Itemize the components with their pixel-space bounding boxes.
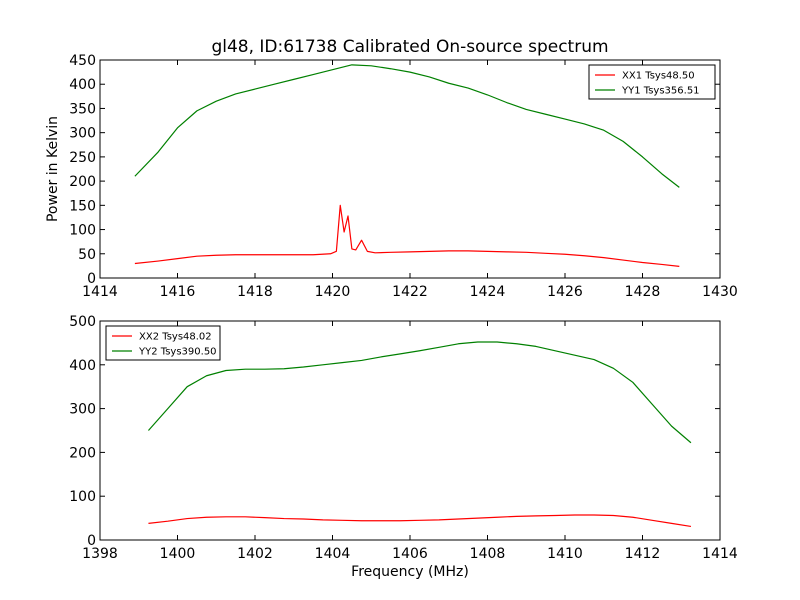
plot-1-xtick-label-0: 1398 <box>82 546 118 562</box>
plot-1-xtick-label-2: 1402 <box>237 546 273 562</box>
plot-1-legend-label-0: XX2 Tsys48.02 <box>139 332 212 343</box>
plot-0-ytick-label-4: 200 <box>69 174 96 190</box>
plot-1-xtick-label-8: 1414 <box>702 546 738 562</box>
figure-title: gl48, ID:61738 Calibrated On-source spec… <box>211 37 608 57</box>
plot-1-ytick-label-1: 100 <box>69 489 96 505</box>
plot-0-xtick-label-6: 1426 <box>547 284 583 300</box>
plot-0-ytick-label-9: 450 <box>69 53 96 69</box>
plot-0-ytick-label-0: 0 <box>87 271 96 287</box>
plot-0-legend: XX1 Tsys48.50 YY1 Tsys356.51 <box>588 64 716 100</box>
plot-0-legend-label-1: YY1 Tsys356.51 <box>621 86 700 97</box>
plot-0-ytick-label-3: 150 <box>69 198 96 214</box>
top-plot: 1414 1416 1418 1420 1422 1424 1426 1428 1430 0 50 1… <box>45 53 738 300</box>
plot-1-legend-box <box>105 325 221 361</box>
plot-1-xtick-label-7: 1412 <box>625 546 661 562</box>
plot-0-xtick-label-5: 1424 <box>470 284 506 300</box>
plot-0-xtick-label-1: 1416 <box>160 284 196 300</box>
plot-1-series-0-line <box>148 514 692 528</box>
plot-0-ylabel: Power in Kelvin <box>45 116 61 222</box>
plot-1-ytick-label-4: 400 <box>69 358 96 374</box>
plot-0-ytick-label-1: 50 <box>78 247 96 263</box>
plot-1-xtick-label-1: 1400 <box>160 546 196 562</box>
plot-0-xtick-label-7: 1428 <box>625 284 661 300</box>
plot-1-series-1-line <box>147 341 692 444</box>
plot-0-xtick-label-8: 1430 <box>702 284 738 300</box>
plot-1-ytick-label-3: 300 <box>69 402 96 418</box>
plot-1-xtick-label-4: 1406 <box>392 546 428 562</box>
plot-1-legend: XX2 Tsys48.02 YY2 Tsys390.50 <box>105 325 221 361</box>
plot-1-ytick-label-0: 0 <box>87 533 96 549</box>
plot-0-ytick-label-5: 250 <box>69 150 96 166</box>
plot-0-xtick-label-4: 1422 <box>392 284 428 300</box>
plot-0-ytick-label-6: 300 <box>69 126 96 142</box>
plot-0-legend-label-0: XX1 Tsys48.50 <box>622 71 695 82</box>
plot-0-series-0-line <box>134 204 680 267</box>
plot-1-xtick-label-3: 1404 <box>315 546 351 562</box>
plot-0-series-1-line <box>134 64 680 188</box>
plot-1-legend-label-1: YY2 Tsys390.50 <box>138 347 217 358</box>
plot-0-xtick-label-3: 1420 <box>315 284 351 300</box>
plot-0-xtick-label-2: 1418 <box>237 284 273 300</box>
plot-1-ytick-label-5: 500 <box>69 314 96 330</box>
plot-1-xlabel: Frequency (MHz) <box>351 564 469 580</box>
plot-1-ytick-label-2: 200 <box>69 445 96 461</box>
plot-0-legend-box <box>588 64 716 100</box>
plot-0-xtick-label-0: 1414 <box>82 284 118 300</box>
plot-1-xtick-label-5: 1408 <box>470 546 506 562</box>
plot-0-ytick-label-7: 350 <box>69 101 96 117</box>
plot-0-ytick-label-8: 400 <box>69 77 96 93</box>
bottom-plot: 1398 1400 1402 1404 1406 1408 1410 1412 1414 0 100… <box>69 314 738 580</box>
plot-0-ytick-label-2: 100 <box>69 223 96 239</box>
plot-1-xtick-label-6: 1410 <box>547 546 583 562</box>
